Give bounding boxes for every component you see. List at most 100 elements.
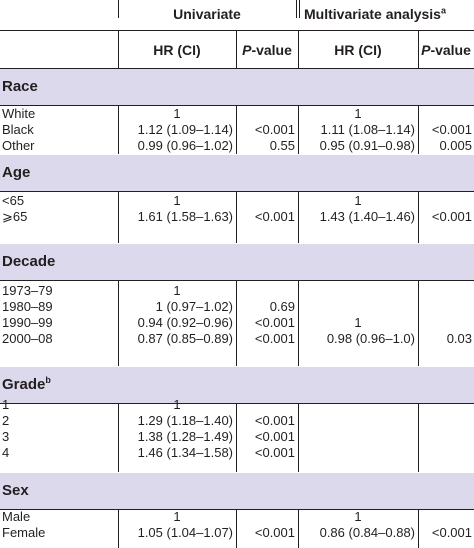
section-title: Age <box>2 164 30 181</box>
table-row: 2000–08 0.87 (0.85–0.89) <0.001 0.98 (0.96–… <box>0 331 474 347</box>
multivariate-hr <box>298 413 418 429</box>
univariate-p <box>236 106 298 122</box>
univariate-p: <0.001 <box>254 122 295 137</box>
col-divider-block-0-1 <box>236 106 237 154</box>
col-divider-block-2-1 <box>236 281 237 366</box>
group-divider-left <box>118 0 119 18</box>
univariate-p <box>236 283 298 299</box>
col-divider-block-1-0 <box>118 192 119 243</box>
multivariate-p <box>418 397 474 413</box>
col-divider-block-1-3 <box>418 192 419 243</box>
rule-section-3 <box>0 403 474 404</box>
univariate-hr: 0.94 (0.92–0.96) <box>137 315 233 330</box>
univariate-hr: 1 <box>173 509 181 524</box>
table-row: Black 1.12 (1.09–1.14) <0.001 1.11 (1.08–1.… <box>0 122 474 138</box>
table-row: ⩾65 1.61 (1.58–1.63) <0.001 1.43 (1.40–1.46… <box>0 209 474 225</box>
row-label: 4 <box>2 445 10 460</box>
col-divider-block-0-0 <box>118 106 119 154</box>
group-divider-double <box>296 0 300 18</box>
multivariate-p <box>418 193 474 209</box>
col-divider-block-3-3 <box>418 404 419 472</box>
table-row: Female 1.05 (1.04–1.07) <0.001 0.86 (0.84–0… <box>0 525 474 541</box>
row-label: 2000–08 <box>2 331 53 346</box>
row-label: 1973–79 <box>2 283 53 298</box>
multivariate-p: <0.001 <box>431 525 472 540</box>
col-divider-block-4-0 <box>118 510 119 548</box>
multivariate-p <box>418 106 474 122</box>
col-divider-block-0-3 <box>418 106 419 154</box>
section-title: Sex <box>2 482 29 499</box>
multivariate-p <box>418 429 474 445</box>
section-title: Gradeb <box>2 375 51 394</box>
univariate-hr-header: HR (CI) <box>153 42 201 58</box>
univariate-p: <0.001 <box>254 445 295 460</box>
univariate-p: 0.69 <box>269 299 295 314</box>
multivariate-hr: 0.98 (0.96–1.0) <box>326 331 415 346</box>
rule-header <box>0 68 474 69</box>
univariate-hr: 1 (0.97–1.02) <box>155 299 233 314</box>
multivariate-p-header: P-value <box>421 42 471 58</box>
section-header-race: Race <box>0 69 474 105</box>
multivariate-hr <box>298 397 418 413</box>
univariate-hr: 0.99 (0.96–1.02) <box>137 138 233 153</box>
col-divider-4 <box>418 31 419 68</box>
multivariate-group-header: Multivariate analysisa <box>304 5 446 22</box>
univariate-p: <0.001 <box>254 525 295 540</box>
rule-section-1 <box>0 191 474 192</box>
multivariate-hr: 1.43 (1.40–1.46) <box>319 209 415 224</box>
univariate-p <box>236 397 298 413</box>
table-row: 1973–79 1 <box>0 283 474 299</box>
multivariate-hr: 0.95 (0.91–0.98) <box>319 138 415 153</box>
multivariate-hr: 1 <box>354 509 362 524</box>
univariate-p <box>236 509 298 525</box>
univariate-hr: 1 <box>173 193 181 208</box>
multivariate-hr: 1 <box>354 315 362 330</box>
multivariate-hr-header: HR (CI) <box>334 42 382 58</box>
section-title-text: Sex <box>2 482 29 499</box>
rule-top <box>0 30 474 31</box>
table-row: Male 1 1 <box>0 509 474 525</box>
section-title-text: Decade <box>2 253 56 270</box>
univariate-group-header: Univariate <box>173 6 241 22</box>
column-header-row: HR (CI) P-value HR (CI) P-value <box>0 31 474 68</box>
univariate-hr: 1.12 (1.09–1.14) <box>137 122 233 137</box>
table-row: 4 1.46 (1.34–1.58) <0.001 <box>0 445 474 461</box>
section-title: Decade <box>2 253 55 270</box>
table-row: 1980–89 1 (0.97–1.02) 0.69 <box>0 299 474 315</box>
multivariate-hr: 1 <box>354 193 362 208</box>
group-header-row: Univariate Multivariate analysisa <box>0 0 474 30</box>
univariate-hr: 1.05 (1.04–1.07) <box>137 525 233 540</box>
col-divider-block-1-2 <box>298 192 299 243</box>
multivariate-p: 0.005 <box>439 138 472 153</box>
row-label: 2 <box>2 413 10 428</box>
col-divider-block-2-2 <box>298 281 299 366</box>
col-divider-block-3-2 <box>298 404 299 472</box>
section-title: Race <box>2 78 38 95</box>
univariate-p <box>236 193 298 209</box>
univariate-hr: 1 <box>173 106 181 121</box>
col-divider-block-3-1 <box>236 404 237 472</box>
section-title-footnote: b <box>45 375 51 385</box>
section-title-text: Race <box>2 78 38 95</box>
multivariate-hr: 1 <box>354 106 362 121</box>
multivariate-p <box>418 413 474 429</box>
multivariate-hr <box>298 283 418 299</box>
multivariate-hr <box>298 445 418 461</box>
col-divider-block-2-3 <box>418 281 419 366</box>
row-label: ⩾65 <box>2 209 28 224</box>
table-row: 1990–99 0.94 (0.92–0.96) <0.001 1 <box>0 315 474 331</box>
row-label: Male <box>2 509 31 524</box>
col-divider-block-4-1 <box>236 510 237 548</box>
table-row: Other 0.99 (0.96–1.02) 0.55 0.95 (0.91–0.98… <box>0 138 474 154</box>
univariate-p-header: P-value <box>242 42 292 58</box>
rule-section-4 <box>0 509 474 510</box>
row-label: 1990–99 <box>2 315 53 330</box>
univariate-hr: 1.61 (1.58–1.63) <box>137 209 233 224</box>
univariate-hr: 0.87 (0.85–0.89) <box>137 331 233 346</box>
univariate-p: <0.001 <box>254 413 295 428</box>
univariate-hr: 1.29 (1.18–1.40) <box>137 413 233 428</box>
univariate-p: 0.55 <box>269 138 295 153</box>
row-label: Black <box>2 122 34 137</box>
univariate-p: <0.001 <box>254 209 295 224</box>
